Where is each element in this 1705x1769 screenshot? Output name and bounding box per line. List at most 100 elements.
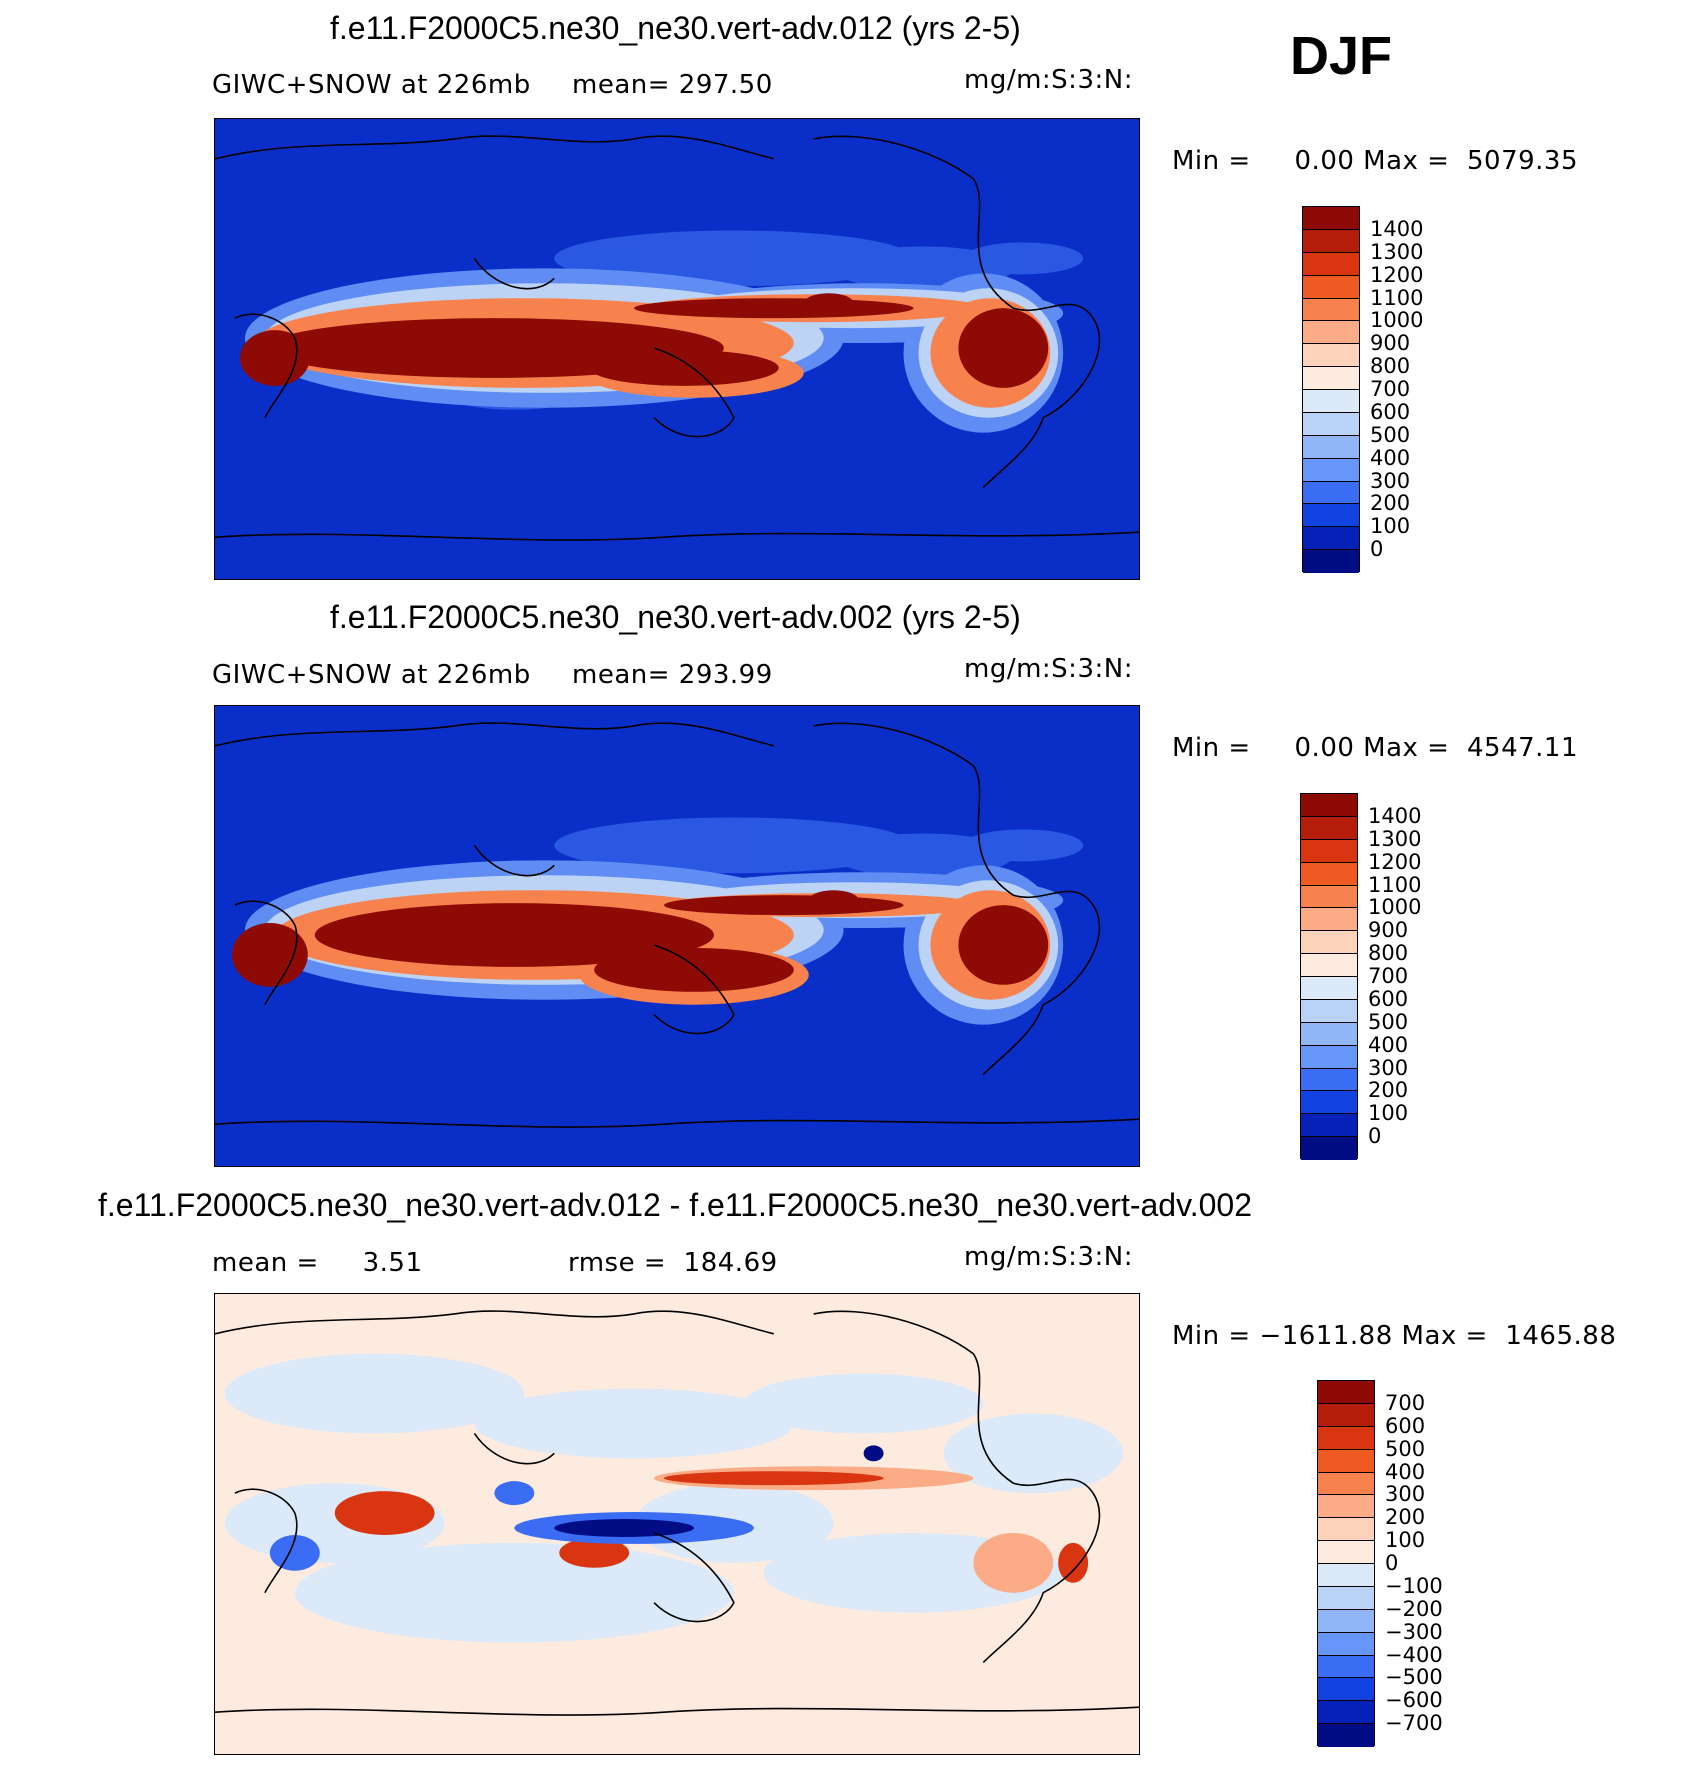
colorbar-tick-label: 700: [1385, 1390, 1426, 1415]
colorbar-swatch: [1318, 1541, 1374, 1564]
colorbar-tick-label: −200: [1385, 1596, 1443, 1621]
colorbar-swatch: [1318, 1632, 1374, 1656]
colorbar-tick-label: −100: [1385, 1573, 1443, 1598]
colorbar-tick-label: 1200: [1370, 262, 1424, 287]
colorbar-tick-label: 500: [1385, 1436, 1426, 1461]
colorbar-tick-label: 500: [1370, 422, 1411, 447]
colorbar-tick-label: 300: [1368, 1055, 1409, 1080]
colorbar-tick-label: 1200: [1368, 849, 1422, 874]
colorbar-swatch: [1318, 1586, 1374, 1610]
panel-2-variable-label: GIWC+SNOW at 226mb: [212, 660, 531, 690]
colorbar-swatch: [1303, 367, 1359, 390]
colorbar-swatch: [1318, 1403, 1374, 1427]
colorbar-tick-label: 100: [1370, 514, 1411, 539]
colorbar-swatch: [1303, 207, 1359, 230]
colorbar-tick-label: 500: [1368, 1009, 1409, 1034]
colorbar-tick-label: 100: [1368, 1101, 1409, 1126]
colorbar-swatch: [1301, 839, 1357, 863]
colorbar-swatch: [1318, 1724, 1374, 1747]
colorbar-tick-label: 1100: [1370, 285, 1424, 310]
colorbar-swatch: [1318, 1655, 1374, 1679]
panel-1-map-plot: [215, 119, 1139, 579]
panel-1-variable-label: GIWC+SNOW at 226mb: [212, 70, 531, 100]
panel-2-title: f.e11.F2000C5.ne30_ne30.vert-adv.002 (yr…: [330, 599, 1021, 635]
colorbar-swatch: [1303, 504, 1359, 528]
colorbar-tick-label: 1100: [1368, 872, 1422, 897]
colorbar-tick-label: −400: [1385, 1642, 1443, 1667]
colorbar-tick-label: 600: [1368, 986, 1409, 1011]
colorbar-swatch: [1303, 344, 1359, 368]
colorbar-swatch: [1318, 1518, 1374, 1542]
colorbar-tick-label: 800: [1370, 354, 1411, 379]
colorbar-swatch: [1301, 954, 1357, 977]
colorbar-tick-label: 1300: [1370, 239, 1424, 264]
panel-3-minmax-label: Min = −1611.88 Max = 1465.88: [1172, 1321, 1617, 1351]
colorbar-swatch: [1303, 527, 1359, 551]
colorbar-swatch: [1301, 1137, 1357, 1160]
colorbar-swatch: [1303, 229, 1359, 253]
colorbar-swatch: [1303, 390, 1359, 413]
colorbar-swatch: [1303, 321, 1359, 345]
panel-2-colorbar: [1300, 793, 1358, 1160]
colorbar-swatch: [1303, 481, 1359, 505]
panel-1-mean-label: mean= 297.50: [572, 70, 773, 100]
colorbar-tick-label: 600: [1370, 399, 1411, 424]
colorbar-tick-label: 200: [1370, 491, 1411, 516]
colorbar-tick-label: 100: [1385, 1528, 1426, 1553]
colorbar-swatch: [1301, 908, 1357, 932]
colorbar-tick-label: 900: [1368, 918, 1409, 943]
colorbar-swatch: [1318, 1472, 1374, 1496]
panel-1-title: f.e11.F2000C5.ne30_ne30.vert-adv.012 (yr…: [330, 10, 1021, 46]
colorbar-swatch: [1318, 1449, 1374, 1473]
colorbar-swatch: [1318, 1701, 1374, 1725]
colorbar-swatch: [1303, 252, 1359, 276]
panel-2-units-label: mg/m:S:3:N:: [964, 654, 1133, 684]
colorbar-tick-label: 400: [1385, 1459, 1426, 1484]
season-label: DJF: [1290, 26, 1393, 86]
colorbar-tick-label: 0: [1368, 1124, 1382, 1149]
colorbar-tick-label: 400: [1370, 445, 1411, 470]
colorbar-tick-label: 0: [1385, 1551, 1399, 1575]
colorbar-swatch: [1301, 999, 1357, 1023]
colorbar-tick-label: 900: [1370, 331, 1411, 356]
colorbar-tick-label: 700: [1370, 377, 1411, 401]
panel-2-minmax-label: Min = 0.00 Max = 4547.11: [1172, 733, 1579, 763]
colorbar-tick-label: 600: [1385, 1413, 1426, 1438]
panel-3-rmse-label: rmse = 184.69: [568, 1248, 778, 1278]
colorbar-tick-label: 800: [1368, 941, 1409, 966]
panel-2-map-plot: [215, 706, 1139, 1166]
colorbar-swatch: [1303, 275, 1359, 299]
panel-3-title: f.e11.F2000C5.ne30_ne30.vert-adv.012 - f…: [98, 1187, 1252, 1223]
panel-1-colorbar: [1302, 206, 1360, 573]
colorbar-tick-label: −700: [1385, 1711, 1443, 1736]
colorbar-tick-label: 1400: [1370, 216, 1424, 241]
colorbar-swatch: [1301, 1068, 1357, 1092]
colorbar-tick-label: 300: [1385, 1482, 1426, 1507]
panel-1-units-label: mg/m:S:3:N:: [964, 65, 1133, 95]
panel-3-colorbar: [1317, 1380, 1375, 1747]
colorbar-tick-label: 1300: [1368, 826, 1422, 851]
panel-3-units-label: mg/m:S:3:N:: [964, 1242, 1133, 1272]
colorbar-swatch: [1301, 885, 1357, 909]
colorbar-swatch: [1318, 1495, 1374, 1519]
colorbar-tick-label: 400: [1368, 1032, 1409, 1057]
colorbar-swatch: [1303, 550, 1359, 573]
colorbar-tick-label: 1000: [1370, 308, 1424, 333]
panel-2-mean-label: mean= 293.99: [572, 660, 773, 690]
colorbar-swatch: [1303, 458, 1359, 482]
colorbar-swatch: [1301, 1091, 1357, 1115]
colorbar-swatch: [1318, 1609, 1374, 1633]
colorbar-swatch: [1301, 931, 1357, 955]
colorbar-swatch: [1301, 1114, 1357, 1138]
colorbar-swatch: [1301, 862, 1357, 886]
colorbar-swatch: [1301, 794, 1357, 817]
colorbar-swatch: [1303, 412, 1359, 436]
colorbar-tick-label: −600: [1385, 1688, 1443, 1713]
panel-2-map: [214, 705, 1140, 1167]
colorbar-tick-label: 200: [1368, 1078, 1409, 1103]
colorbar-tick-label: −500: [1385, 1665, 1443, 1690]
colorbar-tick-label: −300: [1385, 1619, 1443, 1644]
colorbar-swatch: [1318, 1678, 1374, 1702]
colorbar-swatch: [1303, 298, 1359, 322]
colorbar-tick-label: 1000: [1368, 895, 1422, 920]
